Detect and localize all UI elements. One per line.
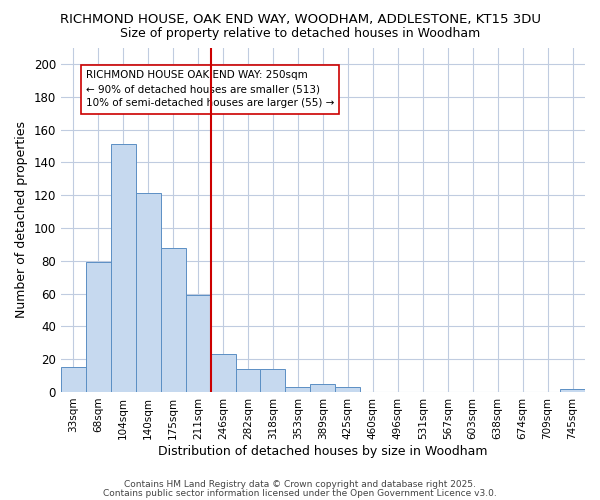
Bar xyxy=(286,387,310,392)
Bar xyxy=(310,384,335,392)
Bar xyxy=(236,369,260,392)
Bar xyxy=(185,295,211,392)
Text: Contains public sector information licensed under the Open Government Licence v3: Contains public sector information licen… xyxy=(103,488,497,498)
Text: Contains HM Land Registry data © Crown copyright and database right 2025.: Contains HM Land Registry data © Crown c… xyxy=(124,480,476,489)
Text: Size of property relative to detached houses in Woodham: Size of property relative to detached ho… xyxy=(120,28,480,40)
Bar xyxy=(86,262,111,392)
Text: RICHMOND HOUSE OAK END WAY: 250sqm
← 90% of detached houses are smaller (513)
10: RICHMOND HOUSE OAK END WAY: 250sqm ← 90%… xyxy=(86,70,334,108)
Bar xyxy=(136,194,161,392)
Bar xyxy=(211,354,236,392)
Bar xyxy=(260,369,286,392)
Bar xyxy=(335,387,361,392)
Text: RICHMOND HOUSE, OAK END WAY, WOODHAM, ADDLESTONE, KT15 3DU: RICHMOND HOUSE, OAK END WAY, WOODHAM, AD… xyxy=(59,12,541,26)
Bar xyxy=(161,248,185,392)
Y-axis label: Number of detached properties: Number of detached properties xyxy=(15,121,28,318)
X-axis label: Distribution of detached houses by size in Woodham: Distribution of detached houses by size … xyxy=(158,444,488,458)
Bar xyxy=(61,368,86,392)
Bar xyxy=(111,144,136,392)
Bar xyxy=(560,388,585,392)
